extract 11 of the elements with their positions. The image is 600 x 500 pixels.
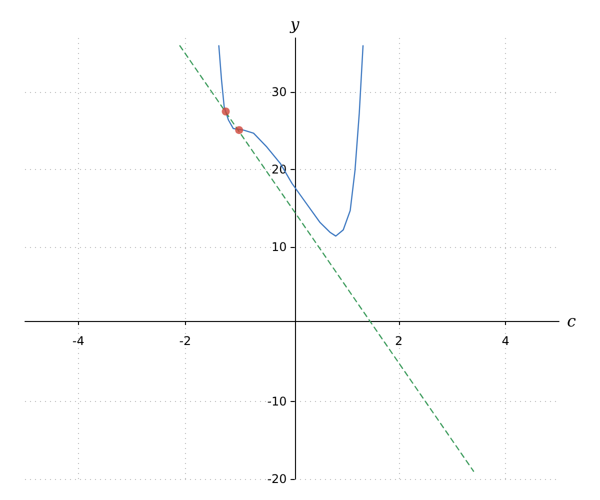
- y-axis-title: y: [289, 14, 300, 34]
- y-tick-label: -20: [267, 472, 287, 486]
- x-tick-label: 2: [394, 334, 403, 348]
- y-tick-label: 30: [272, 85, 287, 100]
- x-tick-label: 4: [502, 334, 510, 348]
- x-axis-title: c: [567, 312, 576, 331]
- y-tick-label: 10: [272, 240, 287, 254]
- x-tick-label: -4: [72, 334, 84, 348]
- x-tick-label: -2: [179, 334, 192, 348]
- line-series: [218, 45, 364, 237]
- y-tick-label: -10: [267, 394, 287, 409]
